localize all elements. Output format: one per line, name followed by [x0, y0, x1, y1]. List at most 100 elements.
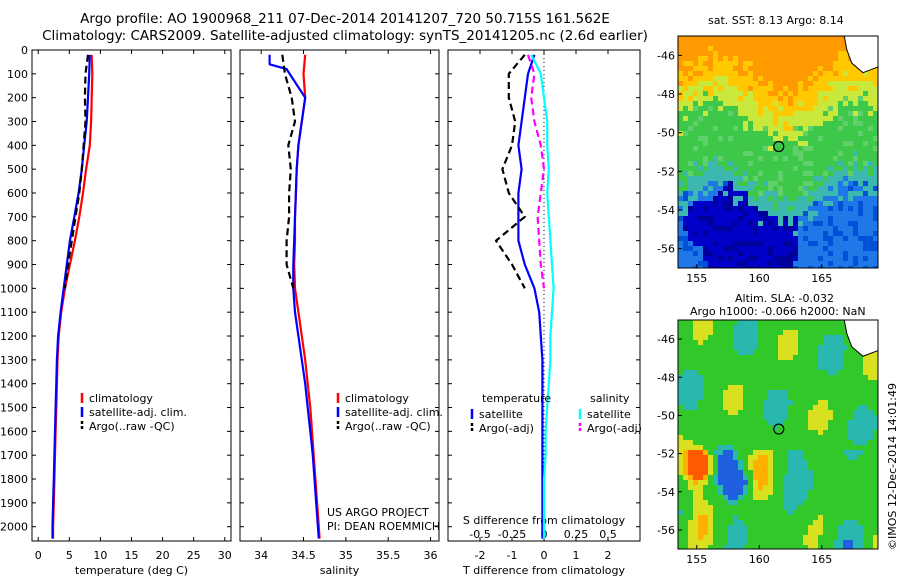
- map-cell: [793, 360, 799, 366]
- map-cell: [853, 450, 859, 456]
- map-cell: [758, 201, 764, 207]
- map-cell: [698, 340, 704, 346]
- map-cell: [863, 495, 869, 501]
- map-cell: [733, 206, 739, 212]
- map-cell: [688, 425, 694, 431]
- map-cell: [793, 520, 799, 526]
- map-cell: [708, 156, 714, 162]
- map-cell: [708, 395, 714, 401]
- map-cell: [703, 201, 709, 207]
- map-cell: [843, 61, 849, 67]
- map-cell: [843, 350, 849, 356]
- map-cell: [708, 151, 714, 157]
- map-cell: [783, 395, 789, 401]
- map-cell: [853, 261, 859, 267]
- map-cell: [703, 370, 709, 376]
- map-cell: [778, 126, 784, 132]
- map-cell: [828, 256, 834, 262]
- map-cell: [858, 266, 864, 268]
- map-cell: [723, 156, 729, 162]
- map-cell: [718, 510, 724, 516]
- map-cell: [698, 146, 704, 152]
- map-cell: [858, 545, 864, 549]
- map-cell: [713, 330, 719, 336]
- map-cell: [838, 505, 844, 511]
- map-cell: [783, 176, 789, 182]
- map-cell: [763, 385, 769, 391]
- map-cell: [828, 400, 834, 406]
- map-cell: [778, 41, 784, 47]
- map-cell: [798, 206, 804, 212]
- map-cell: [808, 71, 814, 77]
- map-cell: [868, 415, 874, 421]
- map-cell: [718, 525, 724, 531]
- map-cell: [723, 520, 729, 526]
- map-cell: [803, 51, 809, 57]
- map-cell: [768, 176, 774, 182]
- map-cell: [763, 440, 769, 446]
- map-cell: [758, 395, 764, 401]
- map-cell: [718, 445, 724, 451]
- map-cell: [768, 350, 774, 356]
- map-cell: [678, 340, 684, 346]
- map-cell: [723, 410, 729, 416]
- map-cell: [713, 66, 719, 72]
- map-cell: [683, 495, 689, 501]
- map-cell: [698, 510, 704, 516]
- map-cell: [693, 460, 699, 466]
- map-cell: [693, 480, 699, 486]
- map-cell: [823, 330, 829, 336]
- map-cell: [678, 146, 684, 152]
- map-cell: [873, 236, 878, 242]
- map-cell: [788, 320, 794, 326]
- y-tick-label: 1900: [0, 497, 28, 510]
- map-cell: [818, 480, 824, 486]
- map-cell: [843, 385, 849, 391]
- map-cell: [713, 121, 719, 127]
- map-cell: [798, 81, 804, 87]
- map-cell: [693, 390, 699, 396]
- map-cell: [773, 71, 779, 77]
- map-cell: [788, 241, 794, 247]
- map-cell: [688, 256, 694, 262]
- map-cell: [763, 510, 769, 516]
- map-cell: [723, 510, 729, 516]
- map-cell: [713, 545, 719, 549]
- map-cell: [678, 425, 684, 431]
- map-cell: [698, 330, 704, 336]
- map-cell: [688, 330, 694, 336]
- map-cell: [863, 111, 869, 117]
- map-cell: [683, 181, 689, 187]
- map-cell: [758, 46, 764, 52]
- map-cell: [693, 330, 699, 336]
- map-cell: [688, 171, 694, 177]
- map-cell: [858, 420, 864, 426]
- map-cell: [848, 490, 854, 496]
- map-cell: [723, 540, 729, 546]
- map-cell: [693, 435, 699, 441]
- map-cell: [788, 360, 794, 366]
- map-cell: [803, 350, 809, 356]
- map-cell: [688, 56, 694, 62]
- map-cell: [843, 330, 849, 336]
- map-cell: [763, 325, 769, 331]
- map-cell: [808, 261, 814, 267]
- map-cell: [773, 475, 779, 481]
- map-cell: [753, 46, 759, 52]
- map-cell: [833, 81, 839, 87]
- map-cell: [778, 370, 784, 376]
- map-cell: [718, 241, 724, 247]
- map-cell: [783, 141, 789, 147]
- map-cell: [693, 490, 699, 496]
- map-cell: [708, 136, 714, 142]
- map-cell: [743, 445, 749, 451]
- map-cell: [728, 375, 734, 381]
- map-cell: [733, 156, 739, 162]
- map-cell: [738, 525, 744, 531]
- map-cell: [678, 510, 684, 516]
- map-cell: [853, 236, 859, 242]
- map-cell: [738, 41, 744, 47]
- map-cell: [808, 96, 814, 102]
- map-cell: [728, 435, 734, 441]
- map-cell: [698, 385, 704, 391]
